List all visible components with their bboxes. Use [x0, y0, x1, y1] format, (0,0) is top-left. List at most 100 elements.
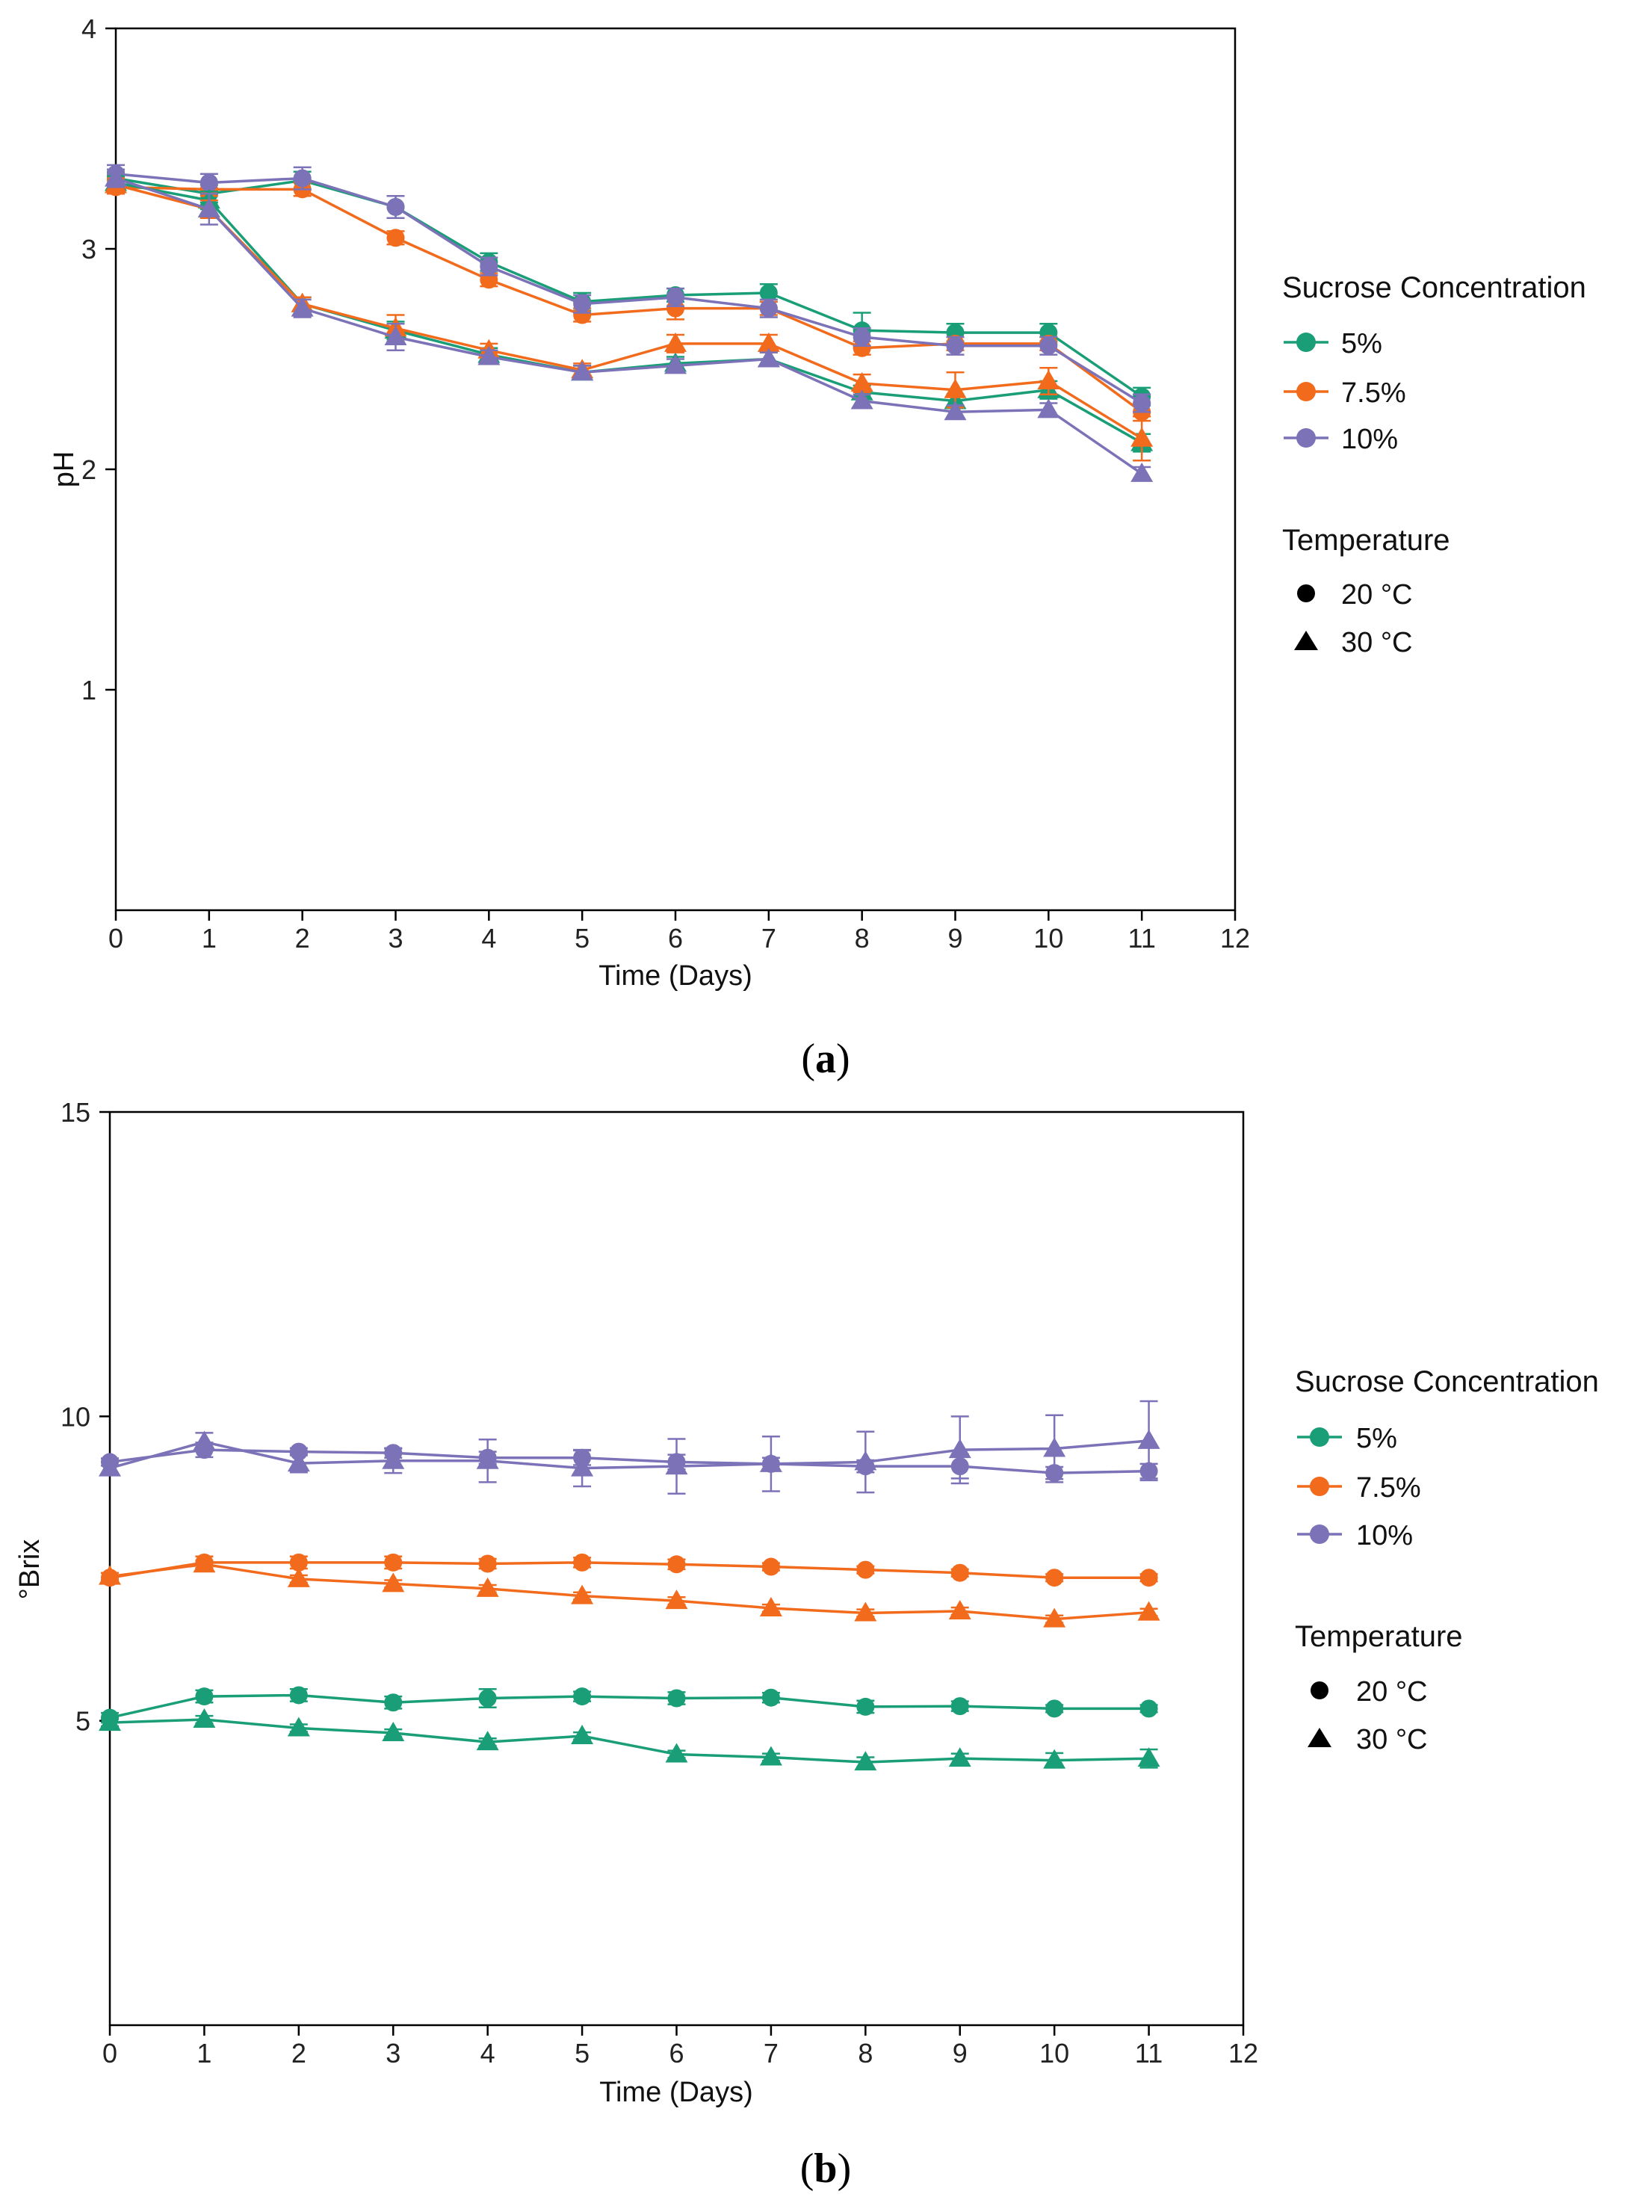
panel-a-point-10-20c — [1133, 394, 1151, 413]
panel-a-legend-triangle-icon — [1294, 631, 1318, 650]
panel-a-legend-concentration-keys — [1284, 333, 1328, 448]
panel-b-legend-circle-icon — [1311, 1681, 1328, 1699]
panel-b-point-5-20c — [1045, 1699, 1064, 1718]
panel-b-x-tick-label: 3 — [386, 2038, 400, 2069]
panel-a-point-10-30c — [1130, 462, 1154, 482]
panel-b-x-tick-label: 12 — [1228, 2038, 1258, 2069]
panel-a-x-tick-label: 10 — [1033, 923, 1063, 954]
panel-a-point-10-20c — [480, 257, 498, 276]
panel-a-legend-item-5: 5% — [1341, 328, 1382, 359]
panel-b-legend-item-30c: 30 °C — [1356, 1724, 1427, 1755]
panel-a-point-10-20c — [293, 169, 312, 188]
panel-b-legend-key-dot-10 — [1310, 1524, 1329, 1544]
panel-b-point-10-30c — [759, 1452, 782, 1472]
panel-b-point-7-5-20c — [1045, 1569, 1064, 1587]
panel-b-point-10-30c — [1137, 1429, 1160, 1449]
panel-b-point-5-30c — [99, 1711, 121, 1731]
panel-a-point-7-5-20c — [386, 229, 405, 247]
panel-b-point-5-20c — [573, 1687, 592, 1706]
panel-b-point-5-20c — [950, 1697, 969, 1716]
panel-b-legend-temperature-title: Temperature — [1295, 1620, 1463, 1653]
panel-a-point-10-20c — [199, 173, 218, 192]
panel-a-point-10-20c — [946, 336, 965, 355]
panel-b-point-5-30c — [854, 1751, 877, 1771]
panel-a-legend-concentration-title: Sucrose Concentration — [1282, 271, 1586, 304]
panel-b-legend-item-20c: 20 °C — [1356, 1676, 1427, 1708]
panel-a-series-line-7-5-30c — [115, 183, 1143, 440]
panel-b-series-line-5-30c — [109, 1718, 1149, 1764]
panel-a-legend-key-dot-5 — [1296, 333, 1316, 352]
panel-b-point-10-30c — [665, 1455, 688, 1475]
panel-b-legend-key-dot-5 — [1310, 1427, 1329, 1447]
panel-b-x-tick-label: 10 — [1039, 2038, 1069, 2069]
panel-a-point-10-30c — [944, 401, 967, 421]
panel-b-legend: Sucrose Concentration 5% 7.5% 10% Temper… — [1295, 1365, 1599, 1755]
panel-a-series-line-7-5-20c — [115, 185, 1143, 413]
panel-b-caption-close: ) — [838, 2145, 852, 2192]
panel-b-series-line-7-5-30c — [109, 1563, 1149, 1621]
panel-a-point-7-5-30c — [1130, 427, 1154, 447]
panel-b-point-5-20c — [856, 1697, 875, 1716]
panel-b-x-tick-label: 9 — [953, 2038, 968, 2069]
panel-b-point-5-20c — [195, 1687, 214, 1706]
panel-a-point-10-30c — [105, 167, 127, 187]
panel-b-point-7-5-20c — [289, 1553, 308, 1572]
panel-a-x-tick-label: 2 — [295, 923, 310, 954]
panel-b-point-5-20c — [289, 1686, 308, 1705]
panel-b-caption: (b) — [800, 2145, 851, 2192]
panel-a-point-10-20c — [573, 294, 592, 313]
panel-a-point-10-30c — [850, 389, 873, 410]
panel-a-series-line-10-20c — [115, 172, 1143, 404]
panel-a-x-axis-title: Time (Days) — [598, 960, 752, 992]
panel-b-x-tick-label: 11 — [1135, 2038, 1163, 2069]
panel-b-x-tick-label: 2 — [291, 2038, 306, 2069]
panel-b-point-10-30c — [854, 1451, 877, 1471]
panel-a-x-tick-label: 6 — [668, 923, 683, 954]
panel-b-x-tick-label: 4 — [480, 2038, 495, 2069]
panel-a-point-10-20c — [759, 299, 778, 318]
panel-b-legend-key-dot-7-5 — [1310, 1477, 1329, 1496]
panel-a-y-tick-label: 2 — [81, 454, 96, 485]
panel-a-marks — [105, 164, 1154, 482]
panel-b-point-10-30c — [1043, 1437, 1066, 1457]
panel-a-x-tick-label: 9 — [947, 923, 962, 954]
panel-a-point-7-5-30c — [850, 371, 873, 392]
panel-b-point-5-20c — [384, 1693, 403, 1712]
panel-b-legend-item-7-5: 7.5% — [1356, 1472, 1421, 1504]
panel-b-legend-item-10: 10% — [1356, 1520, 1413, 1551]
panel-b-point-7-5-30c — [382, 1572, 405, 1592]
panel-b-x-tick-label: 1 — [197, 2038, 211, 2069]
panel-a-point-10-30c — [291, 297, 314, 317]
panel-b-series-line-10-20c — [109, 1448, 1149, 1474]
panel-a-point-10-20c — [666, 288, 684, 306]
panel-b-x-tick-label: 0 — [102, 2038, 117, 2069]
panel-a-point-10-20c — [386, 197, 405, 216]
panel-b-x-tick-label: 5 — [575, 2038, 590, 2069]
panel-b-marks — [99, 1400, 1160, 1771]
panel-b-caption-open: ( — [800, 2145, 814, 2192]
panel-a-series-line-5-20c — [115, 176, 1143, 398]
panel-a-x-tick-label: 3 — [388, 923, 403, 954]
panel-a-series-line-10-30c — [115, 176, 1143, 475]
panel-b-point-7-5-20c — [1139, 1569, 1158, 1587]
panel-b-point-10-30c — [571, 1456, 594, 1477]
panel-a-point-5-20c — [759, 284, 778, 302]
panel-a-legend-item-10: 10% — [1341, 424, 1398, 455]
panel-a-legend-key-dot-10 — [1296, 428, 1316, 448]
panel-b-point-7-5-30c — [287, 1567, 310, 1587]
panel-b-point-7-5-30c — [1043, 1607, 1066, 1628]
panel-a-point-10-30c — [571, 361, 594, 381]
panel-b-y-tick-label: 10 — [61, 1401, 90, 1432]
panel-a-legend-item-20c: 20 °C — [1341, 579, 1412, 611]
panel-b-point-10-30c — [382, 1449, 405, 1469]
panel-a-point-10-20c — [1039, 336, 1058, 355]
panel-b-point-5-30c — [665, 1743, 688, 1763]
panel-b-point-5-30c — [476, 1731, 499, 1751]
panel-b-point-7-5-20c — [761, 1557, 780, 1576]
panel-b-point-7-5-30c — [948, 1600, 971, 1620]
